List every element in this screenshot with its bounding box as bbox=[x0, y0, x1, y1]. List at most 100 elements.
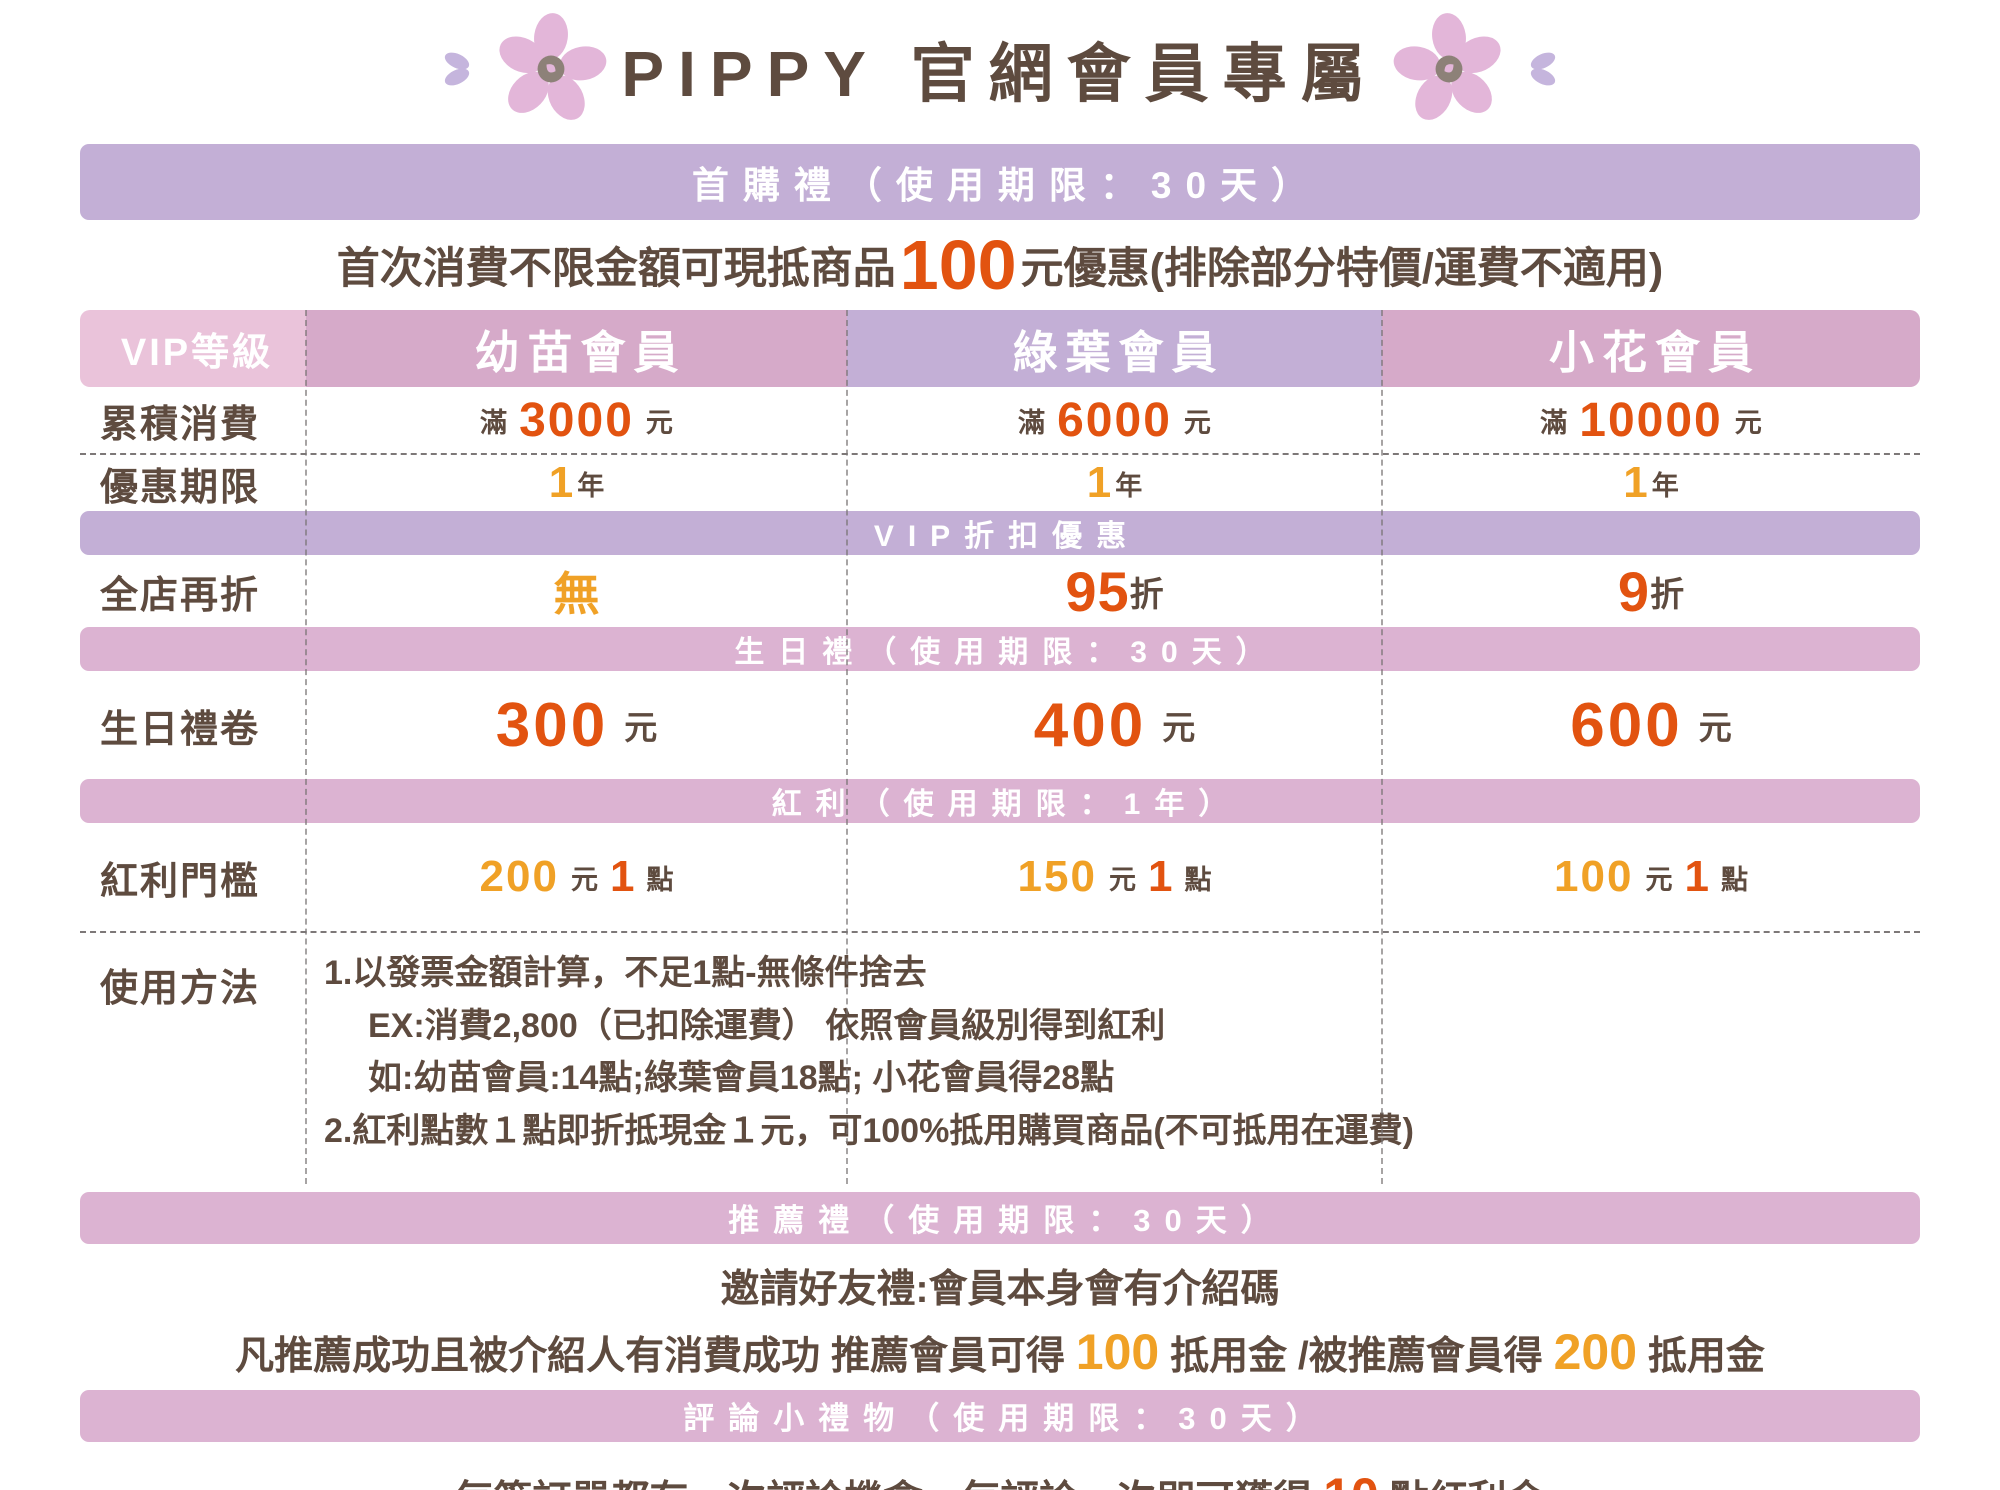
birthday-cell-greenleaf: 400 元 bbox=[847, 690, 1382, 761]
sprout-right-icon bbox=[1530, 52, 1555, 86]
birthday-value: 300 bbox=[495, 690, 609, 760]
birthday-cell-seedling: 300 元 bbox=[306, 690, 847, 761]
review-text-pre: 每筆訂單都有一次評論機會，每評論一次即可獲得 bbox=[454, 1479, 1312, 1490]
birthday-banner: 生日禮（使用期限：30天） bbox=[80, 627, 1920, 671]
usage-instructions: 1.以發票金額計算，不足1點-無條件捨去 EX:消費2,800（已扣除運費） 依… bbox=[306, 947, 1920, 1158]
bonus-cell-greenleaf: 150 元 1 點 bbox=[847, 852, 1382, 902]
review-text-post: 點紅利金 bbox=[1390, 1479, 1546, 1490]
birthday-unit: 元 bbox=[624, 709, 658, 746]
bonus-unit-money: 元 bbox=[1108, 864, 1136, 895]
bonus-unit-point: 點 bbox=[1720, 864, 1748, 895]
row-label-discount: 全店再折 bbox=[100, 574, 261, 617]
header-tier-greenleaf: 綠葉會員 bbox=[847, 310, 1382, 387]
table-row-usage: 使用方法 1.以發票金額計算，不足1點-無條件捨去 EX:消費2,800（已扣除… bbox=[80, 933, 1920, 1184]
spend-unit: 元 bbox=[1183, 407, 1211, 438]
spend-value: 6000 bbox=[1057, 393, 1172, 447]
period-unit: 年 bbox=[1651, 470, 1679, 501]
discount-cell-greenleaf: 95 折 bbox=[847, 559, 1382, 624]
birthday-unit: 元 bbox=[1698, 709, 1732, 746]
spend-cell-seedling: 滿 3000 元 bbox=[306, 393, 847, 448]
referral-detail-text: 凡推薦成功且被介紹人有消費成功 推薦會員可得 100 抵用金 /被推薦會員得 2… bbox=[80, 1324, 1920, 1380]
bonus-banner: 紅利（使用期限：1年） bbox=[80, 779, 1920, 823]
review-detail-text: 每筆訂單都有一次評論機會，每評論一次即可獲得 10 點紅利金 bbox=[80, 1468, 1920, 1490]
usage-line-4: 2.紅利點數１點即折抵現金１元，可100%抵用購買商品(不可抵用在運費) bbox=[324, 1112, 1414, 1151]
bonus-value: 150 bbox=[1017, 852, 1097, 901]
row-label-spend: 累積消費 bbox=[100, 403, 261, 446]
usage-line-3: 如:幼苗會員:14點;綠葉會員18點; 小花會員得28點 bbox=[368, 1059, 1115, 1098]
period-cell-greenleaf: 1 年 bbox=[847, 458, 1382, 508]
usage-line-1: 1.以發票金額計算，不足1點-無條件捨去 bbox=[324, 954, 927, 992]
spend-prefix: 滿 bbox=[480, 407, 508, 438]
spend-unit: 元 bbox=[1734, 407, 1762, 438]
page-title: PIPPY 官網會員專屬 bbox=[621, 38, 1379, 110]
discount-unit: 折 bbox=[1650, 575, 1685, 614]
sprout-left-icon bbox=[445, 52, 470, 86]
discount-cell-seedling: 無 bbox=[306, 558, 847, 624]
spend-unit: 元 bbox=[645, 407, 673, 438]
row-label-birthday: 生日禮卷 bbox=[100, 708, 261, 751]
bonus-cell-seedling: 200 元 1 點 bbox=[306, 852, 847, 902]
birthday-cell-flower: 600 元 bbox=[1382, 690, 1920, 761]
header-tier-seedling: 幼苗會員 bbox=[306, 310, 847, 387]
birthday-value: 600 bbox=[1570, 690, 1683, 760]
spend-prefix: 滿 bbox=[1540, 407, 1568, 438]
row-label-period: 優惠期限 bbox=[100, 466, 261, 509]
bonus-unit-point: 點 bbox=[646, 864, 674, 895]
usage-line-2: EX:消費2,800（已扣除運費） 依照會員級別得到紅利 bbox=[368, 1006, 1166, 1045]
spend-cell-greenleaf: 滿 6000 元 bbox=[847, 393, 1382, 448]
content: PIPPY 官網會員專屬 首購禮（使用期限：30天） bbox=[80, 0, 1920, 1490]
bonus-point-num: 1 bbox=[609, 852, 635, 901]
period-cell-flower: 1 年 bbox=[1382, 458, 1920, 508]
bonus-value: 100 bbox=[1554, 852, 1634, 901]
first-purchase-banner: 首購禮（使用期限：30天） bbox=[80, 144, 1920, 220]
bonus-point-num: 1 bbox=[1147, 852, 1173, 901]
referral-text-mid: 抵用金 /被推薦會員得 bbox=[1170, 1334, 1543, 1378]
period-cell-seedling: 1 年 bbox=[306, 458, 847, 508]
referral-text-pre: 凡推薦成功且被介紹人有消費成功 推薦會員可得 bbox=[235, 1334, 1065, 1378]
flower-left-icon bbox=[499, 13, 607, 120]
table-row-discount: 全店再折 無 95 折 9 折 bbox=[80, 555, 1920, 627]
first-purchase-text-pre: 首次消費不限金額可現抵商品 bbox=[336, 245, 896, 293]
referral-amount-2: 200 bbox=[1553, 1323, 1638, 1380]
spend-prefix: 滿 bbox=[1018, 407, 1046, 438]
bonus-cell-flower: 100 元 1 點 bbox=[1382, 852, 1920, 902]
row-divider bbox=[80, 453, 1920, 455]
row-divider bbox=[80, 931, 1920, 933]
first-purchase-amount: 100 bbox=[899, 226, 1017, 304]
discount-none: 無 bbox=[553, 568, 600, 620]
flower-right-icon bbox=[1393, 13, 1501, 120]
bonus-point-num: 1 bbox=[1684, 852, 1709, 901]
bonus-value: 200 bbox=[479, 852, 559, 901]
review-amount: 10 bbox=[1323, 1468, 1379, 1490]
discount-cell-flower: 9 折 bbox=[1382, 559, 1920, 624]
bonus-unit-money: 元 bbox=[1645, 864, 1673, 895]
period-value: 1 bbox=[548, 458, 574, 507]
discount-value: 95 bbox=[1065, 559, 1130, 623]
discount-unit: 折 bbox=[1129, 575, 1164, 614]
birthday-value: 400 bbox=[1033, 690, 1147, 760]
period-value: 1 bbox=[1623, 458, 1648, 507]
table-row-spend: 累積消費 滿 3000 元 滿 6000 元 滿 10000 元 bbox=[80, 387, 1920, 453]
review-banner: 評論小禮物（使用期限：30天） bbox=[80, 1389, 1920, 1442]
row-label-usage: 使用方法 bbox=[100, 968, 261, 1010]
header-tier-flower: 小花會員 bbox=[1382, 310, 1920, 387]
vip-table: VIP等級 幼苗會員 綠葉會員 小花會員 累積消費 滿 3000 元 滿 600… bbox=[80, 310, 1920, 1184]
referral-invite-text: 邀請好友禮:會員本身會有介紹碼 bbox=[720, 1267, 1280, 1311]
referral-text-post: 抵用金 bbox=[1647, 1334, 1765, 1378]
row-label-bonus: 紅利門檻 bbox=[100, 860, 261, 903]
header-vip-level: VIP等級 bbox=[80, 310, 306, 387]
discount-value: 9 bbox=[1617, 559, 1651, 623]
period-unit: 年 bbox=[577, 470, 605, 501]
bonus-unit-money: 元 bbox=[570, 864, 598, 895]
period-unit: 年 bbox=[1115, 470, 1143, 501]
spend-value: 3000 bbox=[519, 393, 634, 447]
bonus-unit-point: 點 bbox=[1184, 864, 1212, 895]
vip-discount-banner: VIP折扣優惠 bbox=[80, 511, 1920, 555]
title-row: PIPPY 官網會員專屬 bbox=[80, 0, 1920, 120]
table-row-period: 優惠期限 1 年 1 年 1 年 bbox=[80, 455, 1920, 511]
referral-amount-1: 100 bbox=[1075, 1323, 1160, 1380]
referral-banner: 推薦禮（使用期限：30天） bbox=[80, 1191, 1920, 1244]
period-value: 1 bbox=[1086, 458, 1112, 507]
birthday-unit: 元 bbox=[1162, 709, 1196, 746]
